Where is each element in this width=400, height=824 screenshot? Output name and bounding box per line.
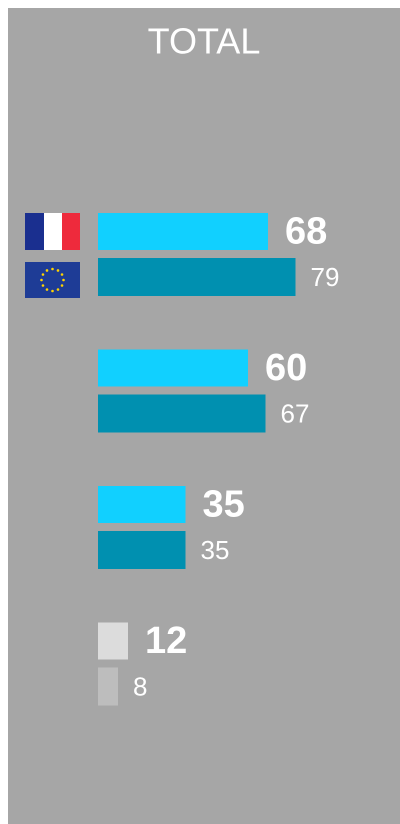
star — [41, 284, 45, 287]
star — [60, 284, 64, 287]
flag-france — [25, 213, 80, 250]
value-label: 68 — [285, 211, 327, 253]
star — [41, 273, 45, 276]
chart-title: TOTAL — [148, 21, 261, 62]
bar — [98, 667, 118, 706]
star — [56, 288, 60, 291]
bar — [98, 213, 268, 250]
bar — [98, 258, 296, 296]
value-label: 35 — [201, 535, 230, 565]
bar — [98, 349, 248, 387]
star — [51, 267, 54, 271]
star — [56, 269, 60, 272]
value-label: 12 — [145, 620, 187, 662]
bar — [98, 394, 266, 433]
star — [62, 278, 65, 282]
value-label: 79 — [311, 262, 340, 292]
star — [40, 278, 43, 282]
bar — [98, 622, 128, 660]
value-label: 35 — [203, 484, 245, 526]
value-label: 60 — [265, 347, 307, 389]
flag-eu — [25, 262, 80, 298]
bar — [98, 531, 186, 569]
star — [60, 273, 64, 276]
value-label: 8 — [133, 671, 147, 701]
value-label: 67 — [281, 398, 310, 428]
bar — [98, 486, 186, 523]
star — [45, 288, 49, 291]
star — [45, 269, 49, 272]
star — [51, 289, 54, 293]
